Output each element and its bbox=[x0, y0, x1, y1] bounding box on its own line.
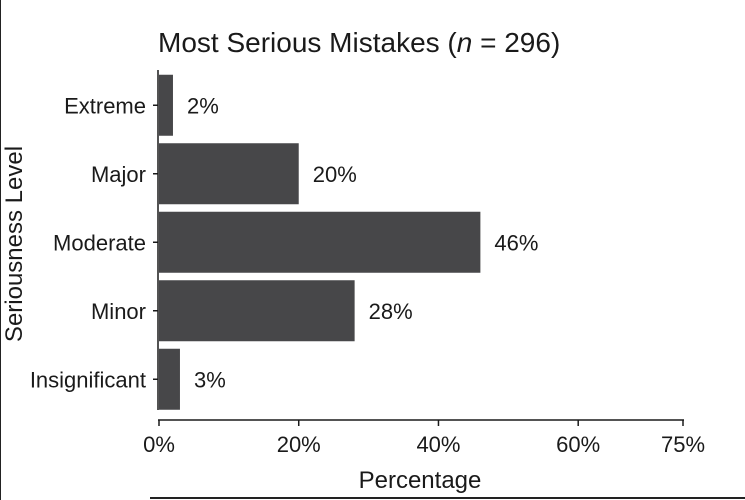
bar-extreme bbox=[159, 74, 173, 136]
value-label-minor: 28% bbox=[369, 299, 413, 324]
category-label-minor: Minor bbox=[91, 299, 146, 324]
value-labels-group: 2% 20% 46% 28% 3% bbox=[187, 93, 538, 392]
title-n: n bbox=[457, 27, 473, 58]
bar-minor bbox=[159, 280, 355, 342]
x-ticks-group: 0% 20% 40% 60% 75% bbox=[143, 420, 705, 457]
bars-group bbox=[159, 74, 481, 410]
x-tick-label: 20% bbox=[277, 432, 321, 457]
title-text: Most Serious Mistakes ( bbox=[158, 27, 457, 58]
value-label-major: 20% bbox=[313, 162, 357, 187]
value-label-extreme: 2% bbox=[187, 93, 219, 118]
bar-insignificant bbox=[159, 348, 180, 410]
bottom-border bbox=[150, 497, 745, 499]
x-axis-label: Percentage bbox=[359, 467, 482, 494]
title-rest: = 296) bbox=[472, 27, 560, 58]
bar-moderate bbox=[159, 211, 481, 273]
bar-major bbox=[159, 143, 299, 205]
left-border bbox=[0, 0, 1, 500]
category-label-insignificant: Insignificant bbox=[30, 367, 146, 392]
y-axis-label: Seriousness Level bbox=[1, 146, 28, 342]
x-tick-label: 75% bbox=[661, 432, 705, 457]
category-label-moderate: Moderate bbox=[53, 230, 146, 255]
x-tick-label: 0% bbox=[143, 432, 175, 457]
value-label-insignificant: 3% bbox=[194, 367, 226, 392]
x-tick-label: 40% bbox=[416, 432, 460, 457]
chart-title: Most Serious Mistakes (n = 296) bbox=[158, 27, 560, 58]
value-label-moderate: 46% bbox=[494, 230, 538, 255]
category-labels-group: Extreme Major Moderate Minor Insignificant bbox=[30, 93, 158, 392]
category-label-extreme: Extreme bbox=[64, 93, 146, 118]
x-tick-label: 60% bbox=[556, 432, 600, 457]
category-label-major: Major bbox=[91, 162, 146, 187]
